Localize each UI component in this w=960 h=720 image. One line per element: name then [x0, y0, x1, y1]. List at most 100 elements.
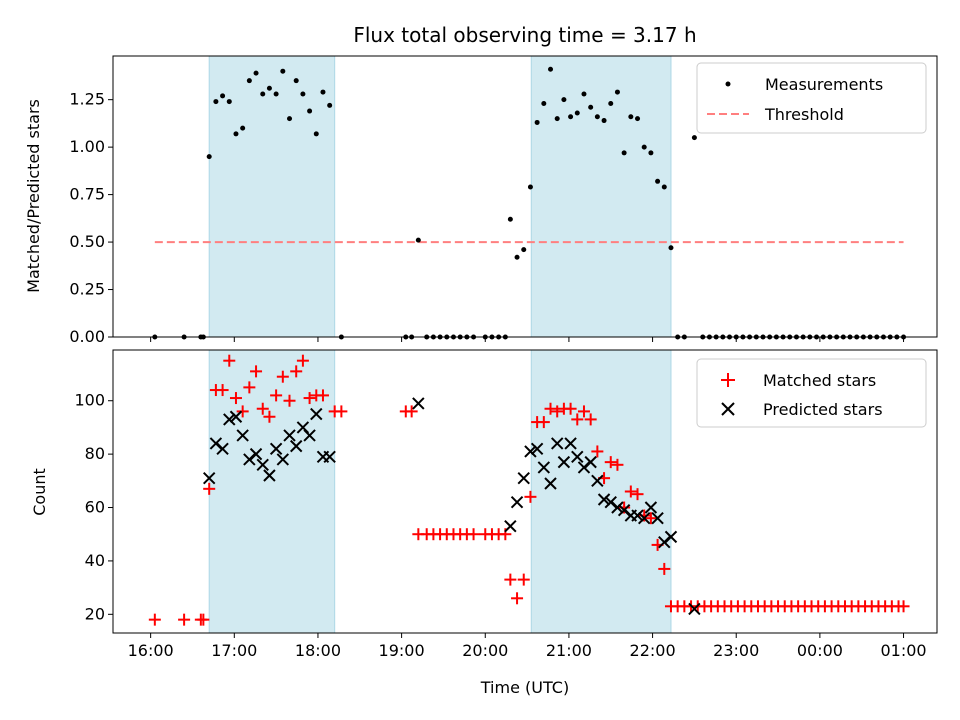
measurement-point: [655, 178, 661, 184]
predicted-star-point: [530, 442, 544, 455]
measurement-point: [574, 110, 580, 116]
legend-matched-marker: [721, 373, 735, 387]
matched-star-point: [604, 456, 617, 469]
measurement-point: [287, 116, 293, 122]
measurement-point: [307, 108, 313, 114]
ratio-y-axis-label: Matched/Predicted stars: [24, 99, 43, 293]
count-y-tick-label: 40: [85, 551, 105, 570]
predicted-star-point: [510, 495, 524, 509]
matched-star-point: [316, 389, 329, 402]
predicted-star-point: [611, 501, 624, 514]
predicted-star-point: [584, 455, 597, 469]
measurement-point: [220, 93, 226, 99]
ratio-y-tick-label: 0.50: [69, 232, 105, 251]
measurement-point: [628, 114, 634, 120]
matched-star-point: [551, 405, 564, 418]
measurement-point: [320, 89, 326, 95]
measurement-point: [601, 118, 607, 124]
predicted-star-point: [276, 453, 290, 466]
ratio-y-tick-label: 1.25: [69, 90, 105, 109]
ratio-legend: Measurements Threshold: [696, 62, 927, 134]
measurement-point: [514, 254, 520, 260]
count-x-tick-label: 17:00: [211, 641, 257, 660]
matched-star-point: [591, 445, 604, 458]
measurement-point: [273, 91, 279, 97]
predicted-star-point: [303, 429, 316, 442]
matched-star-point: [631, 488, 644, 501]
matched-star-point: [197, 613, 210, 626]
measurement-point: [293, 78, 299, 84]
measurement-point: [253, 70, 259, 76]
count-panel-frame: [112, 349, 938, 634]
measurement-point: [527, 184, 533, 190]
count-x-axis-label: Time (UTC): [480, 678, 569, 697]
measurement-point: [568, 114, 574, 120]
count-y-tick-label: 80: [85, 444, 105, 463]
measurement-point: [641, 144, 647, 150]
measurement-point: [691, 135, 697, 141]
matched-star-point: [511, 592, 524, 605]
predicted-star-point: [591, 474, 604, 488]
predicted-star-point: [537, 461, 551, 474]
matched-star-point: [276, 370, 289, 383]
count-x-tick-label: 23:00: [713, 641, 759, 660]
count-y-axis-label: Count: [30, 468, 49, 516]
measurement-point: [614, 89, 620, 95]
measurement-point: [280, 68, 286, 74]
predicted-star-point: [688, 602, 701, 616]
matched-star-point: [229, 392, 242, 405]
count-legend: Matched stars Predicted stars: [696, 358, 927, 428]
predicted-star-point: [323, 450, 336, 463]
ratio-shaded-interval: [208, 55, 336, 338]
predicted-star-point: [202, 471, 216, 485]
matched-star-point: [644, 512, 657, 525]
matched-star-point: [335, 405, 348, 418]
predicted-star-point: [651, 511, 664, 525]
matched-star-point: [405, 405, 418, 418]
measurement-point: [313, 131, 319, 137]
matched-star-point: [467, 528, 480, 541]
matched-star-point: [283, 394, 296, 407]
count-shaded-interval: [530, 349, 672, 634]
matched-star-point: [263, 410, 276, 423]
predicted-star-point: [263, 469, 276, 482]
predicted-star-point: [524, 445, 537, 458]
count-x-tick-label: 19:00: [379, 641, 425, 660]
predicted-star-point: [638, 511, 651, 525]
measurement-point: [561, 97, 567, 103]
predicted-star-point: [597, 493, 611, 506]
predicted-star-point: [289, 439, 303, 453]
predicted-star-point: [504, 520, 517, 533]
predicted-star-point: [544, 477, 557, 490]
predicted-star-point: [631, 509, 644, 522]
count-x-tick-label: 18:00: [295, 641, 341, 660]
measurement-point: [668, 245, 674, 251]
matched-star-point: [243, 381, 256, 394]
measurement-point: [661, 184, 667, 190]
count-y-tick-label: 100: [74, 391, 105, 410]
matched-star-point: [897, 600, 910, 613]
matched-star-point: [148, 613, 161, 626]
measurement-point: [648, 150, 654, 156]
measurement-point: [594, 114, 600, 120]
ratio-panel-frame: [112, 55, 938, 338]
measurement-point: [266, 85, 272, 91]
matched-star-point: [544, 402, 557, 415]
matched-star-point: [296, 354, 309, 367]
predicted-star-point: [216, 442, 229, 455]
measurement-point: [635, 116, 641, 122]
matched-star-point: [216, 384, 229, 397]
ratio-shaded-interval: [530, 55, 672, 338]
matched-star-point: [250, 365, 263, 378]
ratio-y-tick-label: 0.75: [69, 185, 105, 204]
matched-star-point: [571, 413, 584, 426]
matched-star-point: [611, 458, 624, 471]
predicted-star-point: [564, 437, 577, 450]
matched-star-point: [624, 485, 637, 498]
ratio-y-tick-label: 0.25: [69, 280, 105, 299]
predicted-star-point: [571, 450, 584, 463]
measurement-point: [240, 125, 246, 131]
measurement-point: [588, 104, 594, 110]
count-x-tick-label: 16:00: [128, 641, 174, 660]
legend-measurements-marker: [725, 81, 731, 87]
